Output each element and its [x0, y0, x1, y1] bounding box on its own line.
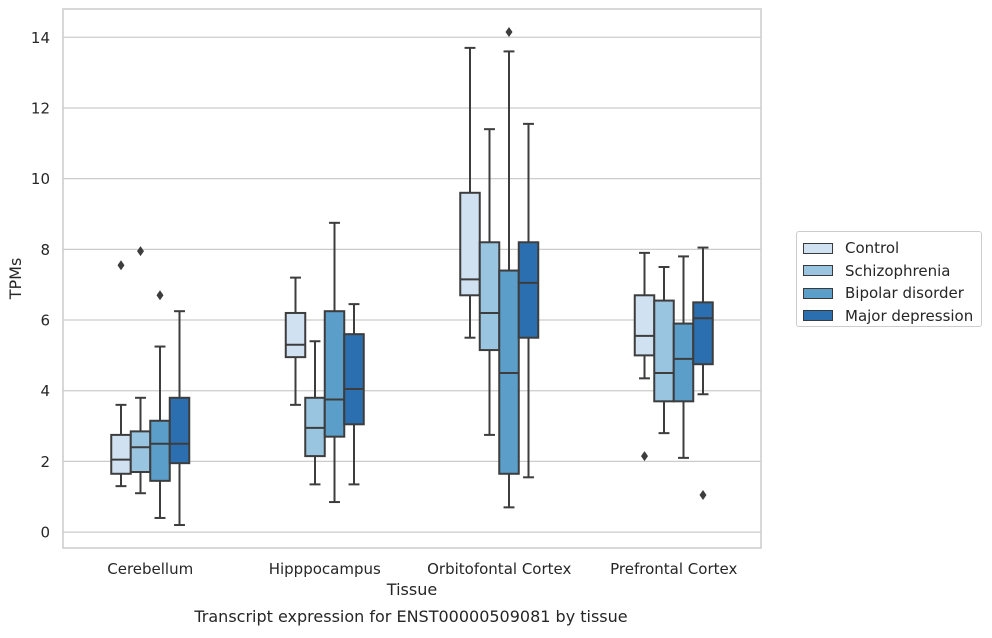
box-3-2 — [517, 122, 540, 479]
box-layer — [110, 26, 714, 527]
legend-label-bipolar-disorder: Bipolar disorder — [845, 284, 964, 303]
box-3-3 — [692, 246, 714, 500]
y-tick-label-8: 8 — [40, 241, 50, 259]
box-iqr — [323, 310, 346, 438]
box-iqr — [653, 299, 675, 403]
box-iqr — [284, 311, 307, 359]
legend-swatch-major-depression — [803, 310, 833, 322]
outlier-point — [641, 451, 648, 462]
box-0-1 — [284, 276, 307, 406]
box-2-3 — [672, 255, 695, 459]
plot-frame — [62, 8, 762, 549]
legend-item-bipolar-disorder: Bipolar disorder — [803, 282, 975, 305]
y-tick-label-0: 0 — [40, 524, 50, 542]
box-iqr — [633, 294, 656, 357]
y-tick-label-14: 14 — [31, 29, 50, 47]
box-iqr — [129, 430, 152, 474]
x-tick-label-3: Prefrontal Cortex — [610, 560, 737, 578]
outlier-point — [505, 26, 513, 37]
legend-item-major-depression: Major depression — [803, 305, 975, 328]
chart-caption: Transcript expression for ENST0000050908… — [193, 607, 627, 626]
x-tick-label-2: Orbitofontal Cortex — [427, 560, 571, 578]
outlier-point — [699, 489, 707, 500]
box-iqr — [672, 322, 695, 403]
x-axis-label: Tissue — [386, 580, 437, 599]
outlier-point — [117, 260, 125, 271]
outlier-point — [156, 290, 164, 301]
x-tick-label-0: Cerebellum — [107, 560, 193, 578]
box-1-2 — [478, 128, 501, 436]
legend: Control Schizophrenia Bipolar disorder M… — [796, 231, 982, 327]
box-0-3 — [633, 251, 656, 462]
legend-swatch-bipolar-disorder — [803, 287, 833, 299]
y-axis-label: TPMs — [6, 258, 25, 301]
box-3-1 — [343, 303, 365, 486]
box-1-1 — [304, 340, 326, 486]
legend-label-schizophrenia: Schizophrenia — [845, 261, 951, 280]
box-2-0 — [149, 290, 171, 519]
box-iqr — [168, 396, 191, 465]
box-1-0 — [129, 246, 152, 495]
y-tick-label-2: 2 — [40, 453, 50, 471]
legend-swatch-control — [803, 242, 833, 254]
box-2-1 — [323, 221, 346, 504]
box-0-2 — [459, 46, 481, 339]
box-3-0 — [168, 310, 191, 527]
box-0-0 — [110, 260, 132, 488]
legend-item-control: Control — [803, 237, 975, 260]
box-2-2 — [498, 26, 520, 509]
box-iqr — [110, 433, 132, 475]
box-1-3 — [653, 266, 675, 435]
y-tick-label-6: 6 — [40, 312, 50, 330]
x-tick-label-1: Hipppocampus — [269, 560, 381, 578]
outlier-point — [137, 246, 144, 257]
box-iqr — [478, 241, 501, 352]
y-tick-label-4: 4 — [40, 382, 50, 400]
legend-label-major-depression: Major depression — [845, 306, 974, 325]
axis-layer: 0 2 4 6 8 10 12 14 Cerebellum Hipppocampus Orbitof… — [31, 29, 738, 578]
legend-swatch-schizophrenia — [803, 265, 833, 277]
legend-item-schizophrenia: Schizophrenia — [803, 260, 975, 283]
box-iqr — [149, 419, 171, 482]
box-iqr — [692, 301, 714, 366]
y-tick-label-10: 10 — [31, 170, 50, 188]
legend-label-control: Control — [845, 239, 900, 258]
box-iqr — [343, 333, 365, 426]
y-tick-label-12: 12 — [31, 99, 50, 117]
box-iqr — [517, 241, 540, 339]
